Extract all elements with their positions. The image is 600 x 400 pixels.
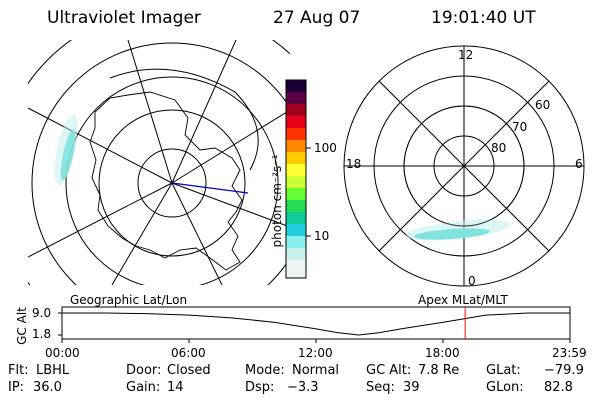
colorbar-segment: [286, 80, 306, 92]
param-value-mode: Normal: [292, 363, 340, 378]
timeline-y-tick: 9.0: [32, 306, 52, 320]
colorbar-segment: [286, 248, 306, 260]
colorbar-frame: [285, 79, 307, 279]
param-value-gain: 14: [167, 380, 184, 395]
field-of-view-boundary: [109, 68, 259, 171]
param-value-filter: LBHL: [36, 363, 70, 378]
colorbar-segment: [286, 212, 306, 224]
param-label-door: Door:: [126, 363, 162, 378]
colorbar-segment: [286, 236, 306, 248]
timeline-x-tick: 06:00: [171, 346, 206, 360]
auroral-oval-emission: [406, 219, 510, 241]
timeline-left-caption: Geographic Lat/Lon: [70, 293, 188, 307]
lat-circle: [65, 76, 279, 285]
param-value-gc-alt: 7.8 Re: [418, 363, 460, 378]
meridian-line: [127, 40, 173, 184]
param-label-seq: Seq:: [366, 380, 395, 395]
timeline-x-tick: 00:00: [45, 346, 80, 360]
lat-label-80: 80: [491, 141, 507, 155]
colorbar-segment: [286, 92, 306, 104]
colorbar-segment: [286, 188, 306, 200]
param-value-glon: 82.8: [544, 380, 573, 395]
colorbar-segment: [286, 140, 306, 152]
coastline: [89, 91, 243, 271]
colorbar: [285, 79, 311, 279]
polar-diagonal: [378, 80, 550, 252]
meridian-line: [171, 40, 237, 184]
param-value-ip: 36.0: [33, 380, 62, 395]
date-label: 27 Aug 07: [273, 8, 361, 28]
colorbar-tick-label: 100: [314, 141, 337, 155]
colorbar-segment: [286, 176, 306, 188]
time-label: 19:01:40 UT: [431, 8, 536, 28]
param-label-gain: Gain:: [126, 380, 161, 395]
lat-circle: [31, 42, 290, 285]
colorbar-segment: [286, 116, 306, 128]
mlt-label-noon: 12: [458, 48, 474, 62]
param-value-dsp: −3.3: [287, 380, 319, 395]
param-label-glon: GLon:: [486, 380, 524, 395]
timeline-x-tick: 23:59: [552, 346, 587, 360]
timeline-x-tick: 18:00: [425, 346, 460, 360]
param-label-mode: Mode:: [245, 363, 285, 378]
lat-circle: [98, 109, 246, 257]
param-label-dsp: Dsp:: [245, 380, 275, 395]
timeline-right-caption: Apex MLat/MLT: [418, 293, 508, 307]
colorbar-segment: [286, 104, 306, 116]
colorbar-tick-label: 10: [314, 229, 330, 243]
aurora-emission: [54, 114, 78, 186]
timeline-y-tick: 1.8: [32, 327, 52, 341]
meridian-line: [171, 109, 290, 184]
lat-circle: [137, 148, 207, 218]
param-value-seq: 39: [403, 380, 420, 395]
colorbar-segment: [286, 152, 306, 164]
param-label-gc-alt: GC Alt:: [366, 363, 412, 378]
colorbar-segment: [286, 200, 306, 212]
lat-label-70: 70: [512, 120, 528, 134]
timeline-frame: [61, 306, 571, 340]
param-value-glat: −79.9: [544, 363, 584, 378]
timeline-x-tick: 12:00: [298, 346, 333, 360]
param-label-filter: Flt:: [8, 363, 29, 378]
meridian-line: [171, 182, 290, 228]
param-label-glat: GLat:: [486, 363, 521, 378]
meridian-line: [28, 182, 173, 258]
meridian-line: [171, 182, 223, 285]
colorbar-segment: [286, 260, 306, 278]
colorbar-segment: [286, 164, 306, 176]
meridian-line: [28, 107, 173, 184]
instrument-title: Ultraviolet Imager: [47, 8, 201, 28]
altitude-track-line: [62, 312, 570, 336]
noon-meridian-line: [171, 182, 249, 194]
meridian-line: [111, 182, 173, 285]
param-label-ip: IP:: [8, 380, 25, 395]
lat-label-60: 60: [535, 98, 551, 112]
mlt-label-dawn: 6: [575, 157, 583, 171]
colorbar-segment: [286, 224, 306, 236]
mlt-label-midnight: 0: [468, 274, 476, 288]
colorbar-segment: [286, 128, 306, 140]
mlt-label-dusk: 18: [346, 157, 362, 171]
param-value-door: Closed: [167, 363, 211, 378]
